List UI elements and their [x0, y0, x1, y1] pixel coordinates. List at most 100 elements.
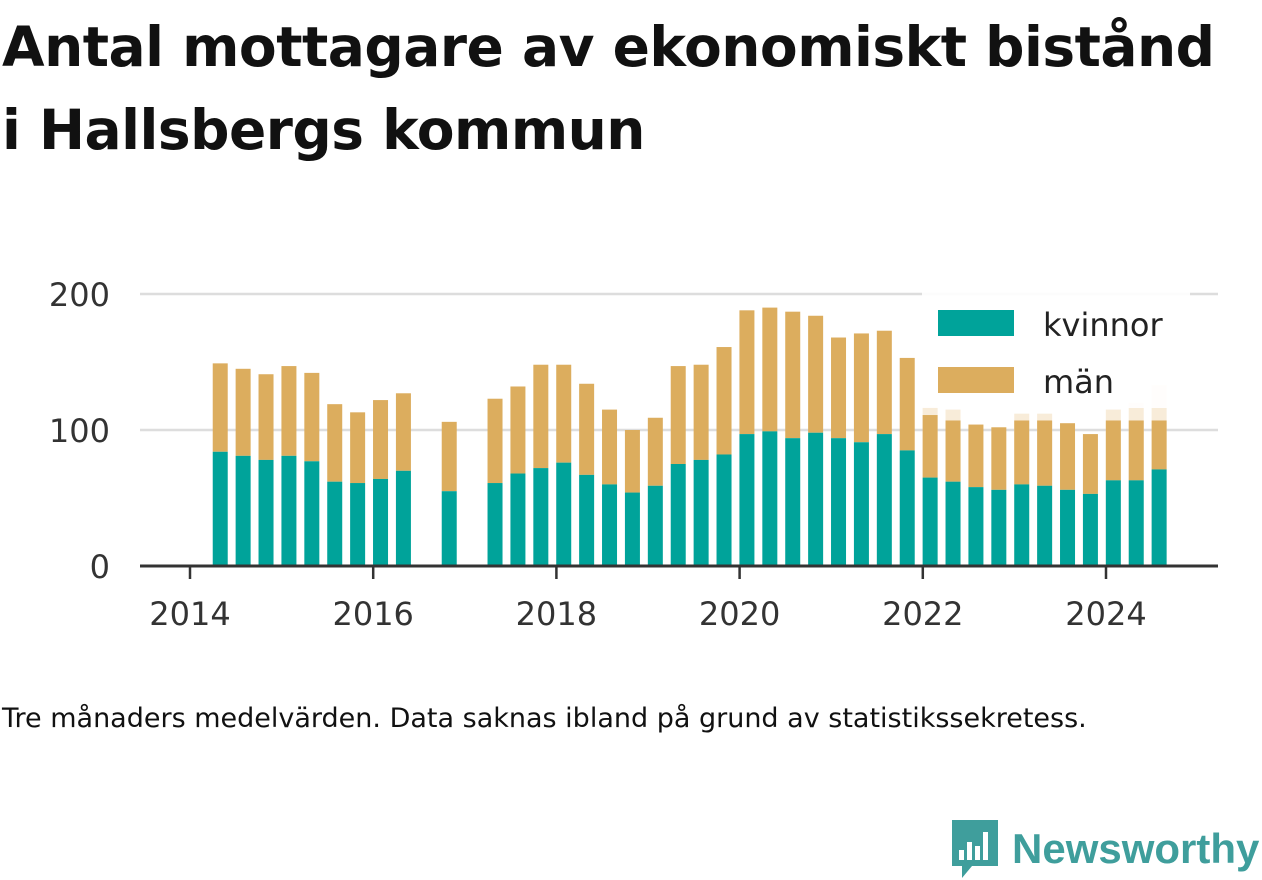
y-tick-label-0: 0: [90, 548, 110, 586]
bar-man-34: [1037, 420, 1053, 486]
bar-kvinnor-18: [670, 464, 686, 566]
bar-kvinnor-37: [1105, 480, 1121, 566]
bar-man-31: [968, 424, 984, 488]
bar-kvinnor-30: [945, 481, 961, 566]
bar-man-37: [1105, 420, 1121, 481]
bar-kvinnor-13: [556, 462, 572, 566]
bar-man-5: [327, 404, 343, 482]
x-tick-label-2018: 2018: [516, 595, 597, 633]
x-tick-label-2016: 2016: [332, 595, 413, 633]
legend-swatch-kvinnor: [938, 310, 1014, 336]
bar-kvinnor-36: [1082, 493, 1098, 566]
bar-kvinnor-39: [1151, 469, 1167, 566]
bar-kvinnor-23: [785, 438, 801, 566]
bar-kvinnor-19: [693, 459, 709, 566]
bar-man-13: [556, 364, 572, 463]
bar-man-24: [808, 315, 824, 433]
bar-kvinnor-33: [1014, 484, 1030, 566]
bar-man-8: [395, 393, 411, 471]
bar-kvinnor-12: [533, 468, 549, 566]
bar-man-22: [762, 307, 778, 432]
bar-kvinnor-0: [212, 451, 228, 566]
bar-man-16: [624, 430, 640, 493]
bar-kvinnor-27: [876, 434, 892, 566]
bar-kvinnor-32: [991, 489, 1007, 566]
bar-man-11: [510, 386, 526, 474]
bar-kvinnor-28: [899, 450, 915, 566]
bar-man-12: [533, 364, 549, 469]
bar-man-0: [212, 363, 228, 452]
bar-kvinnor-10: [487, 483, 503, 566]
bar-kvinnor-15: [602, 484, 618, 566]
x-axis: 2014 2016 2018 2020 2022 2024: [140, 564, 1218, 633]
bar-man-39: [1151, 420, 1167, 470]
bar-man-32: [991, 427, 1007, 490]
legend-label-kvinnor: kvinnor: [1043, 306, 1164, 344]
bar-kvinnor-16: [624, 492, 640, 566]
bar-man-33: [1014, 420, 1030, 485]
bar-man-35: [1060, 423, 1076, 490]
bar-man-19: [693, 364, 709, 460]
bar-kvinnor-1: [235, 455, 251, 566]
bar-kvinnor-29: [922, 477, 938, 566]
y-axis-ticks: 0 100 200: [49, 276, 110, 586]
bar-man-10: [487, 398, 503, 484]
stacked-bar-chart: 2014 2016 2018 2020 2022 2024 0 100 200 kvinnor…: [49, 276, 1218, 633]
bar-kvinnor-7: [373, 478, 389, 566]
bar-kvinnor-4: [304, 461, 320, 566]
y-tick-label-200: 200: [49, 276, 110, 314]
bar-man-25: [831, 337, 847, 439]
bar-kvinnor-22: [762, 431, 778, 566]
bar-kvinnor-20: [716, 454, 732, 566]
bar-man-30: [945, 420, 961, 482]
bar-man-18: [670, 366, 686, 464]
bar-man-6: [350, 412, 366, 484]
bar-man-7: [373, 400, 389, 479]
bar-man-21: [739, 310, 755, 435]
bar-kvinnor-6: [350, 483, 366, 566]
bar-man-26: [853, 333, 869, 443]
bar-kvinnor-35: [1060, 489, 1076, 566]
bar-kvinnor-5: [327, 481, 343, 566]
x-tick-label-2022: 2022: [882, 595, 963, 633]
bar-man-15: [602, 409, 618, 485]
bar-kvinnor-17: [647, 485, 663, 566]
bar-kvinnor-31: [968, 487, 984, 566]
bar-kvinnor-9: [441, 491, 457, 566]
bar-man-36: [1082, 434, 1098, 494]
bars: [212, 307, 1167, 566]
x-tick-label-2020: 2020: [699, 595, 780, 633]
chart-title: Antal mottagare av ekonomiskt bistånd i …: [2, 15, 1215, 162]
legend: kvinnor män: [922, 290, 1190, 408]
bar-man-17: [647, 417, 663, 486]
bar-kvinnor-3: [281, 455, 297, 566]
bar-man-38: [1128, 420, 1144, 481]
brand-logo: Newsworthy: [950, 818, 1259, 880]
bar-man-2: [258, 374, 274, 460]
bar-kvinnor-25: [831, 438, 847, 566]
y-tick-label-100: 100: [49, 412, 110, 450]
bar-kvinnor-14: [579, 474, 595, 566]
brand-name: Newsworthy: [1012, 825, 1260, 872]
bar-man-4: [304, 372, 320, 462]
bar-kvinnor-34: [1037, 485, 1053, 566]
bar-man-3: [281, 366, 297, 456]
legend-swatch-man: [938, 367, 1014, 393]
bar-man-28: [899, 357, 915, 451]
bar-kvinnor-38: [1128, 480, 1144, 566]
x-tick-label-2014: 2014: [149, 595, 230, 633]
bar-man-20: [716, 347, 732, 455]
bar-chart-speech-bubble-icon: [952, 820, 998, 878]
bar-kvinnor-24: [808, 432, 824, 566]
bar-man-14: [579, 383, 595, 475]
chart-footnote: Tre månaders medelvärden. Data saknas ib…: [2, 703, 1087, 734]
legend-label-man: män: [1043, 363, 1114, 401]
bar-kvinnor-21: [739, 434, 755, 566]
bar-kvinnor-2: [258, 459, 274, 566]
bar-kvinnor-26: [853, 442, 869, 566]
bar-man-27: [876, 330, 892, 435]
bar-man-23: [785, 311, 801, 439]
bar-kvinnor-11: [510, 473, 526, 566]
bar-man-29: [922, 415, 938, 478]
bar-man-9: [441, 421, 457, 492]
